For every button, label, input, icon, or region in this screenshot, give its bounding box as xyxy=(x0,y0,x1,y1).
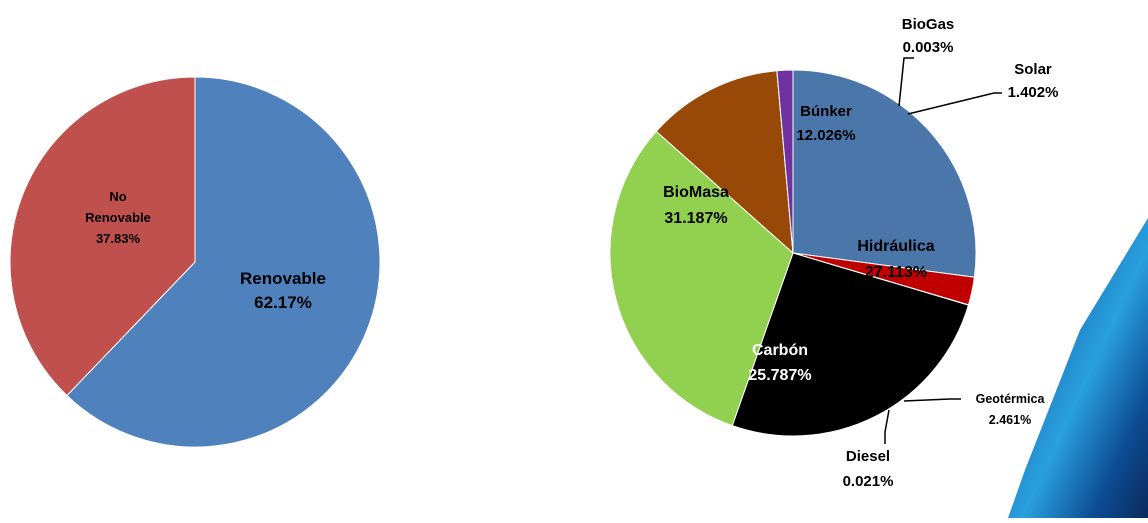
label-bunker: Búnker 12.026% xyxy=(796,103,855,144)
label-no-renovable: No Renovable 37.83% xyxy=(85,189,151,246)
leader-line-geotermica xyxy=(903,398,961,402)
slice-value-carbon: 25.787% xyxy=(748,367,811,384)
label-geotermica: Geotérmica 2.461% xyxy=(903,392,1046,427)
slice-name-biogas: BioGas xyxy=(902,16,955,33)
slice-name-solar: Solar xyxy=(1014,61,1052,78)
pie2-slice-hidraulica xyxy=(792,69,977,278)
slice-name-carbon: Carbón xyxy=(752,342,808,359)
pie2-slice-bunker xyxy=(655,70,794,255)
label-hidraulica: Hidráulica 27.113% xyxy=(857,238,934,281)
pie2-slice-solar xyxy=(776,69,794,254)
pie-chart-sources xyxy=(609,69,977,437)
label-biogas: BioGas 0.003% xyxy=(898,16,955,107)
slice-value-renovable: 62.17% xyxy=(254,293,312,312)
slice-name-diesel: Diesel xyxy=(846,448,890,465)
label-solar: Solar 1.402% xyxy=(907,61,1059,115)
slice-value-solar: 1.402% xyxy=(1008,84,1059,101)
pie1-slice-no-renovable xyxy=(9,76,196,397)
slice-value-geotermica: 2.461% xyxy=(989,413,1031,427)
leader-line-biogas xyxy=(898,57,914,107)
label-renovable: Renovable 62.17% xyxy=(240,269,326,312)
label-diesel: Diesel 0.021% xyxy=(843,409,894,490)
slice-name-no-line1: No xyxy=(109,189,126,204)
decorative-corner-shape xyxy=(1008,218,1148,518)
slice-value-diesel: 0.021% xyxy=(843,473,894,490)
pie1-slice-renovable xyxy=(66,76,381,448)
slice-value-bunker: 12.026% xyxy=(796,127,855,144)
slice-name-renovable: Renovable xyxy=(240,269,326,288)
slice-value-hidraulica: 27.113% xyxy=(865,264,927,281)
slice-name-no-line2: Renovable xyxy=(85,210,151,225)
pie-chart-renewable xyxy=(9,76,381,448)
slice-name-hidraulica: Hidráulica xyxy=(857,238,934,255)
slice-name-bunker: Búnker xyxy=(800,103,852,120)
slice-name-biomasa: BioMasa xyxy=(663,184,729,201)
slice-value-no-renovable: 37.83% xyxy=(96,231,141,246)
label-carbon: Carbón 25.787% xyxy=(748,342,811,384)
slice-value-biomasa: 31.187% xyxy=(664,210,727,227)
pie2-slice-biomasa xyxy=(609,130,794,427)
slice-name-geotermica: Geotérmica xyxy=(976,392,1046,406)
leader-line-diesel xyxy=(884,409,890,444)
label-biomasa: BioMasa 31.187% xyxy=(663,184,729,227)
pie2-slice-carbon xyxy=(731,252,970,437)
leader-line-solar xyxy=(907,92,1002,115)
slice-value-biogas: 0.003% xyxy=(903,39,954,56)
